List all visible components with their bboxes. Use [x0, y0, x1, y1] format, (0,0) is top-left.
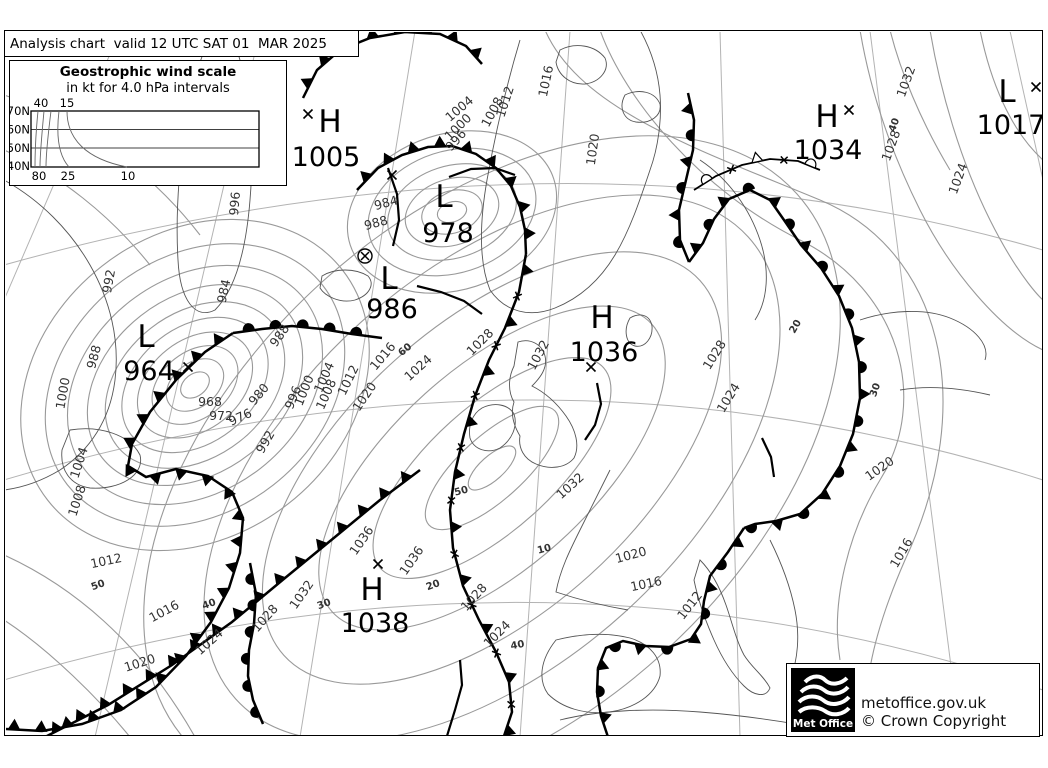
pressure-center-letter: H — [815, 99, 838, 135]
center-cross-marker — [302, 108, 314, 120]
wind-scale-box: Geostrophic wind scale in kt for 4.0 hPa… — [9, 60, 287, 186]
wind-speed-label: 10 — [536, 542, 552, 556]
logo-wordmark: Met Office — [792, 718, 854, 730]
front-cold — [6, 331, 245, 733]
center-cross-marker — [386, 169, 398, 181]
pressure-center-letter: L — [137, 319, 155, 355]
lat-label-70n: 70N — [10, 104, 30, 118]
front-frontolysis — [693, 151, 821, 191]
pressure-center-value: 964 — [123, 356, 175, 387]
isobar-label: 1016 — [535, 64, 556, 98]
lat-label-50n: 50N — [10, 141, 30, 155]
front-occluded — [595, 527, 746, 735]
pressure-center-value: 1034 — [794, 135, 863, 166]
wind-speed-label: 40 — [510, 639, 526, 652]
front-warm — [232, 319, 383, 340]
isobar-label: 1016 — [629, 573, 663, 594]
scale-bottom-10: 10 — [121, 169, 136, 183]
trough-line — [416, 284, 483, 315]
isobar-label: 988 — [83, 343, 104, 370]
isobar-label: 1020 — [583, 133, 602, 167]
title-bar: Analysis chart valid 12 UTC SAT 01 MAR 2… — [4, 30, 359, 57]
scale-top-40: 40 — [34, 96, 49, 110]
trough-line — [448, 166, 516, 179]
front-cold — [46, 469, 421, 735]
trough-line — [386, 167, 401, 247]
wind-speed-label: 30 — [316, 597, 333, 612]
wind-speed-label: 50 — [90, 578, 107, 593]
front-cold — [356, 135, 536, 255]
front-occluded — [668, 92, 696, 263]
isobar-label: 968 — [198, 394, 222, 409]
center-cross-marker — [372, 558, 384, 570]
center-cross-marker — [1030, 81, 1042, 93]
isobar-label: 996 — [226, 191, 243, 216]
metoffice-url: metoffice.gov.uk — [861, 694, 987, 712]
map-border — [4, 30, 1043, 736]
trough-line — [584, 382, 603, 441]
lat-label-40n: 40N — [10, 159, 30, 173]
branding-box: Met Office metoffice.gov.uk © Crown Copy… — [786, 663, 1040, 737]
isobar-label: 988 — [362, 212, 389, 233]
lat-label-60n: 60N — [10, 123, 30, 137]
pressure-center-letter: H — [360, 572, 383, 608]
trough-line — [761, 437, 776, 478]
front-cold-x — [446, 253, 534, 735]
front-warm — [240, 562, 265, 725]
logo-waves-icon — [797, 674, 851, 717]
chart-title: Analysis chart valid 12 UTC SAT 01 MAR 2… — [10, 35, 327, 52]
pressure-center-value: 1005 — [292, 142, 361, 173]
isobars — [6, 32, 1042, 735]
isobar-label: 1000 — [52, 376, 72, 410]
scale-bottom-25: 25 — [61, 169, 76, 183]
pressure-center-letter: H — [318, 104, 341, 140]
pressure-center-value: 1036 — [570, 337, 639, 368]
pressure-center-value: 978 — [422, 218, 474, 249]
isobar-label: 972 — [209, 408, 233, 423]
wind-speed-label: 20 — [425, 578, 442, 593]
pressure-center-letter: L — [435, 179, 453, 215]
center-cross-marker — [585, 361, 597, 373]
pressure-center-value: 986 — [366, 294, 418, 325]
pressure-center-letter: L — [998, 74, 1016, 110]
center-cross-marker — [843, 104, 855, 116]
pressure-center-letter: H — [590, 300, 613, 336]
front-occluded — [687, 182, 871, 534]
wind-speed-label: 50 — [453, 484, 469, 498]
isobar-label: 1012 — [89, 550, 123, 571]
pressure-center-value: 1017 — [977, 110, 1046, 141]
wind-speed-label: 30 — [868, 382, 883, 399]
wind-scale-subtitle: in kt for 4.0 hPa intervals — [66, 81, 230, 96]
isobar-label: 984 — [372, 192, 399, 213]
pressure-center-letter: L — [380, 261, 398, 297]
wind-speed-label: 40 — [887, 117, 902, 134]
scale-bottom-80: 80 — [32, 169, 47, 183]
trough-line — [446, 659, 464, 735]
wind-scale-diagram: 70N 60N 50N 40N 40 15 80 25 10 — [10, 96, 260, 183]
center-cross-marker — [182, 361, 194, 373]
wind-speed-label: 40 — [201, 597, 218, 612]
isobar-label: 992 — [99, 268, 118, 294]
circled-cross-marker — [357, 248, 373, 264]
met-office-logo: Met Office — [791, 668, 855, 732]
isobar-label: 984 — [214, 278, 234, 305]
crown-copyright: © Crown Copyright — [861, 712, 1007, 730]
wind-scale-title: Geostrophic wind scale — [59, 64, 237, 80]
pressure-center-value: 1038 — [341, 608, 410, 639]
scale-top-15: 15 — [60, 96, 75, 110]
